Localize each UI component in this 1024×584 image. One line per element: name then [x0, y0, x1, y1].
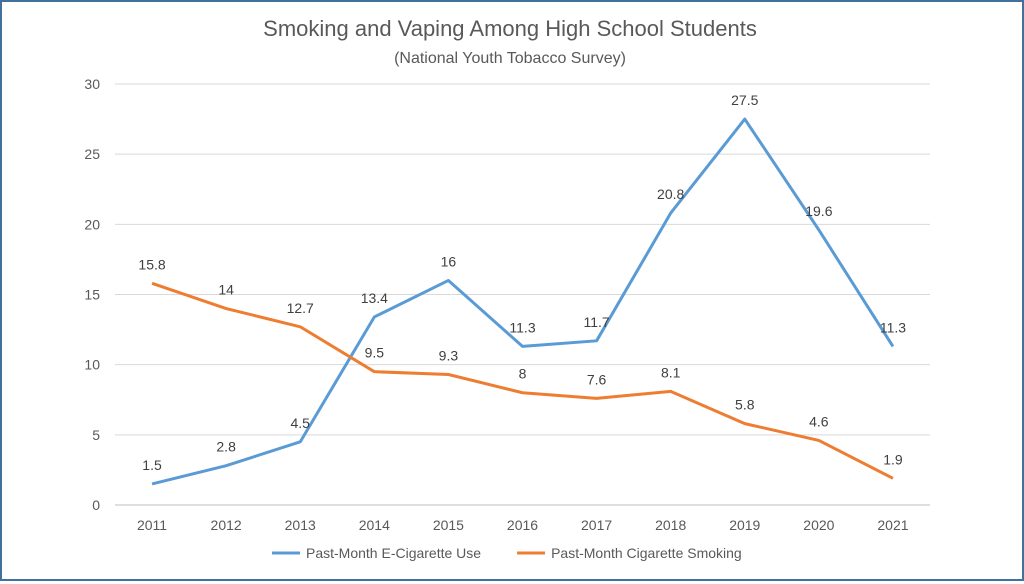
x-tick-label: 2014: [359, 517, 390, 533]
y-tick-label: 10: [84, 357, 100, 373]
data-label: 8: [519, 366, 527, 382]
data-label: 4.5: [290, 415, 310, 431]
legend-label: Past-Month E-Cigarette Use: [306, 545, 481, 561]
x-tick-label: 2011: [137, 517, 167, 533]
x-tick-label: 2015: [433, 517, 464, 533]
data-label: 13.4: [361, 290, 388, 306]
y-tick-label: 30: [84, 76, 100, 92]
data-label: 2.8: [216, 439, 236, 455]
data-label: 15.8: [138, 256, 165, 272]
data-label: 7.6: [587, 371, 607, 387]
chart-subtitle: (National Youth Tobacco Survey): [394, 50, 626, 67]
data-label: 12.7: [287, 300, 314, 316]
data-label: 5.8: [735, 397, 755, 413]
data-label: 16: [441, 253, 457, 269]
y-tick-label: 25: [84, 146, 100, 162]
x-tick-label: 2020: [803, 517, 834, 533]
series-line-e-cigarette: [151, 117, 895, 486]
legend-label: Past-Month Cigarette Smoking: [551, 545, 742, 561]
x-tick-label: 2013: [285, 517, 316, 533]
data-label: 8.1: [661, 364, 681, 380]
x-tick-label: 2021: [877, 517, 908, 533]
y-tick-label: 0: [92, 497, 100, 513]
data-label: 4.6: [809, 413, 829, 429]
data-label: 19.6: [805, 203, 832, 219]
x-tick-label: 2016: [507, 517, 538, 533]
chart-title: Smoking and Vaping Among High School Stu…: [263, 16, 757, 41]
x-tick-label: 2019: [729, 517, 760, 533]
y-tick-label: 5: [92, 427, 100, 443]
data-label: 9.5: [365, 345, 385, 361]
data-label: 1.9: [883, 451, 903, 467]
data-label: 1.5: [142, 457, 162, 473]
x-tick-label: 2017: [581, 517, 612, 533]
y-tick-label: 15: [84, 287, 100, 303]
data-label: 20.8: [657, 186, 684, 202]
data-label: 14: [218, 282, 234, 298]
series-line-cigarette: [151, 281, 894, 480]
data-label: 27.5: [731, 92, 758, 108]
data-label: 11.3: [509, 319, 535, 335]
x-tick-label: 2012: [211, 517, 242, 533]
data-label: 9.3: [439, 347, 459, 363]
y-tick-label: 20: [84, 216, 100, 232]
data-label: 11.3: [880, 319, 906, 335]
data-label: 11.7: [583, 314, 609, 330]
x-tick-label: 2018: [655, 517, 686, 533]
